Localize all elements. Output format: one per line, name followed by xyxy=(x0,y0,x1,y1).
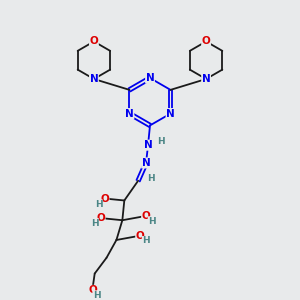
Text: N: N xyxy=(89,74,98,84)
Text: N: N xyxy=(166,109,175,118)
Text: H: H xyxy=(142,236,150,245)
Text: H: H xyxy=(147,174,155,183)
Text: H: H xyxy=(95,200,103,209)
Text: N: N xyxy=(144,140,152,150)
Text: N: N xyxy=(146,73,154,83)
Text: H: H xyxy=(148,217,156,226)
Text: O: O xyxy=(136,231,145,241)
Text: O: O xyxy=(100,194,109,203)
Text: O: O xyxy=(202,37,211,46)
Text: H: H xyxy=(91,219,98,228)
Text: N: N xyxy=(125,109,134,118)
Text: O: O xyxy=(88,285,97,295)
Text: N: N xyxy=(202,74,211,84)
Text: N: N xyxy=(142,158,150,168)
Text: O: O xyxy=(142,211,150,221)
Text: O: O xyxy=(96,213,105,223)
Text: O: O xyxy=(89,37,98,46)
Text: H: H xyxy=(157,137,165,146)
Text: H: H xyxy=(93,291,100,300)
